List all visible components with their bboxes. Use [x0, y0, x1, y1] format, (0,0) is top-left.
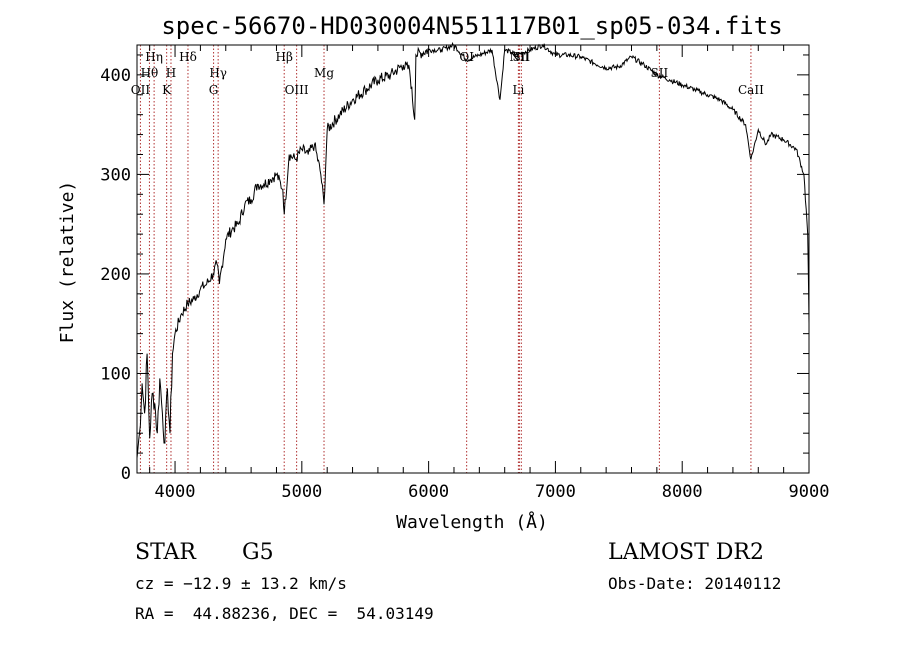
x-tick-label: 5000	[281, 482, 322, 502]
y-axis-label: Flux (relative)	[57, 181, 78, 344]
spectral-line-label: Hθ	[141, 66, 159, 80]
spectral-line-label: SII	[651, 66, 669, 80]
spectral-line-label: OI	[459, 50, 474, 64]
y-tick-label: 400	[100, 66, 131, 86]
chart-title: spec-56670-HD030004N551117B01_sp05-034.f…	[161, 12, 782, 40]
spectral-line-label: Mg	[314, 66, 334, 80]
observation-date: Obs-Date: 20140112	[608, 574, 782, 593]
x-tick-label: 6000	[408, 482, 449, 502]
object-subclass: G5	[242, 540, 274, 565]
y-tick-label: 0	[121, 464, 131, 484]
spectral-line-label: Li	[512, 83, 524, 97]
x-axis-ticks: 4000 5000 6000 7000 8000 9000	[149, 45, 830, 502]
x-tick-label: 8000	[662, 482, 703, 502]
x-axis-label: Wavelength (Å)	[396, 511, 548, 533]
spectral-line-label: Hβ	[276, 50, 293, 64]
x-tick-label: 9000	[789, 482, 830, 502]
x-tick-label: 4000	[155, 482, 196, 502]
spectral-line-label: Hγ	[209, 66, 227, 80]
y-tick-label: 100	[100, 364, 131, 384]
spectral-line-label: OII	[131, 83, 151, 97]
y-tick-label: 200	[100, 265, 131, 285]
redshift-cz: cz = −12.9 ± 13.2 km/s	[135, 574, 347, 593]
spectral-line-markers	[139, 45, 752, 473]
x-tick-label: 7000	[535, 482, 576, 502]
spectral-line-label: H	[166, 66, 176, 80]
y-axis-ticks: 0 100 200 300 400	[100, 54, 809, 484]
spectral-line-label: OIII	[285, 83, 309, 97]
spectral-line-label: K	[162, 83, 172, 97]
plot-frame	[136, 44, 810, 474]
spectral-line-label: G	[209, 83, 219, 97]
spectral-line-label: Hδ	[179, 50, 197, 64]
spectral-line-label: CaII	[738, 83, 764, 97]
y-tick-label: 300	[100, 165, 131, 185]
spectral-line-label: Hη	[145, 50, 163, 64]
object-class: STAR	[135, 540, 196, 565]
ra-dec: RA = 44.88236, DEC = 54.03149	[135, 604, 434, 623]
survey-name: LAMOST DR2	[608, 540, 764, 565]
spectrum-line	[136, 41, 810, 459]
